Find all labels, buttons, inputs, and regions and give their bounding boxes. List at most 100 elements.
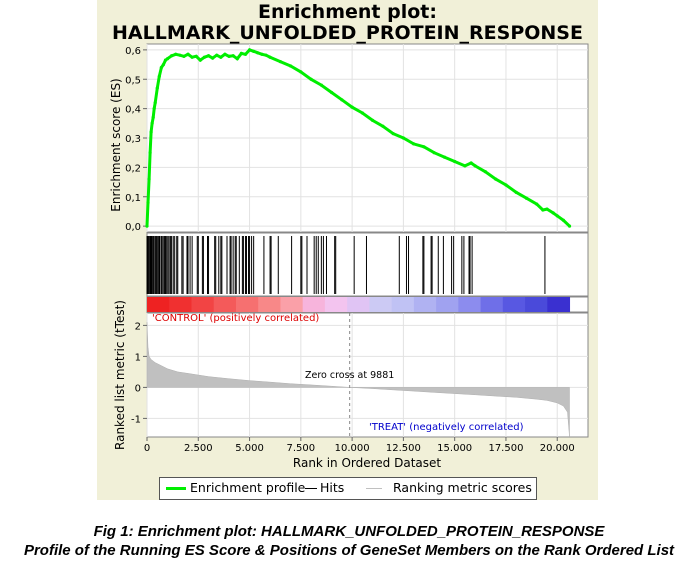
x-tick-label: 20.000 — [540, 443, 575, 454]
x-axis: 0 2.500 5.000 7.500 10.000 12.500 15.000 17.500… — [144, 437, 575, 454]
es-data-point — [264, 53, 268, 57]
es-data-point — [247, 48, 252, 52]
es-data-point — [147, 177, 151, 181]
metric-y-axis: -1 0 1 2 — [131, 321, 147, 425]
es-y-tick-label: 0,1 — [125, 193, 141, 204]
es-data-point — [381, 124, 385, 128]
legend-label-hits: Hits — [320, 480, 345, 495]
es-data-point — [152, 107, 156, 111]
figure-caption-line1: Fig 1: Enrichment plot: HALLMARK_UNFOLDE… — [93, 523, 605, 540]
es-data-point — [161, 62, 166, 67]
zero-cross-label: Zero cross at 9881 — [305, 370, 394, 381]
es-data-point — [165, 57, 170, 61]
es-data-point — [545, 207, 549, 211]
es-data-point — [268, 55, 272, 59]
es-y-axis-label: Enrichment score (ES) — [109, 78, 123, 211]
es-data-point — [182, 54, 186, 58]
heatmap-segment — [324, 297, 348, 312]
es-data-point — [494, 177, 498, 181]
es-data-point — [330, 90, 334, 95]
heatmap-segment — [169, 297, 192, 312]
heatmap-segment — [235, 297, 259, 312]
metric-gridlines — [146, 313, 588, 437]
es-data-point — [178, 53, 182, 57]
es-data-point — [150, 121, 154, 125]
es-y-tick-label: 0,4 — [125, 105, 141, 116]
es-data-point — [219, 55, 223, 59]
es-data-point — [524, 196, 529, 200]
x-tick-label: 10.000 — [335, 443, 370, 454]
x-axis-label: Rank in Ordered Dataset — [293, 456, 441, 470]
es-data-point — [309, 77, 313, 81]
es-data-point — [514, 190, 518, 194]
heatmap-segment — [258, 297, 281, 312]
es-data-point — [504, 183, 508, 187]
es-data-point — [215, 53, 219, 57]
es-data-point — [561, 218, 565, 222]
hits-plot-area — [146, 232, 589, 297]
heatmap-segment — [502, 297, 526, 312]
x-tick-label: 12.500 — [386, 443, 421, 454]
es-data-point — [555, 214, 559, 218]
es-data-point — [155, 86, 159, 90]
positive-correlation-label: 'CONTROL' (positively correlated) — [152, 313, 319, 324]
heatmap-segment — [458, 297, 482, 312]
es-data-point — [260, 52, 264, 56]
heatmap-segment — [280, 297, 304, 312]
es-y-tick-label: 0,6 — [125, 46, 141, 57]
es-data-point — [194, 54, 198, 58]
es-data-point — [432, 151, 436, 155]
es-data-point — [235, 57, 239, 61]
heatmap-segment — [391, 297, 415, 312]
metric-plot-area — [146, 312, 589, 438]
chart-title-line2: HALLMARK_UNFOLDED_PROTEIN_RESPONSE — [112, 22, 583, 44]
es-data-point — [340, 98, 344, 102]
es-data-point — [360, 111, 364, 115]
heatmap-segment — [213, 297, 237, 312]
es-gridlines — [146, 44, 588, 232]
es-data-point — [551, 211, 555, 215]
es-data-point — [151, 115, 155, 120]
hit-markers — [146, 236, 546, 294]
es-data-point — [256, 51, 260, 55]
metric-y-tick-label: -1 — [131, 414, 141, 425]
es-data-point — [148, 151, 152, 155]
heatmap-segment — [413, 297, 437, 312]
legend-label-metric: Ranking metric scores — [393, 480, 532, 495]
figure-caption-line2: Profile of the Running ES Score & Positi… — [23, 542, 675, 559]
ranking-metric-area — [146, 322, 570, 438]
es-data-point — [412, 142, 416, 146]
es-data-point — [239, 51, 243, 56]
es-y-axis: 0,0 0,1 0,2 0,3 0,4 0,5 0,6 — [125, 46, 147, 233]
rank-heatmap-bar — [147, 297, 571, 312]
es-data-point — [198, 58, 202, 62]
es-data-point — [146, 201, 150, 205]
heatmap-segment — [480, 297, 504, 312]
x-tick-label: 2.500 — [184, 443, 213, 454]
legend-swatch-metric — [366, 488, 382, 489]
x-tick-label: 5.000 — [235, 443, 264, 454]
es-data-point — [149, 130, 153, 134]
es-data-point — [170, 54, 174, 58]
chart-legend: Enrichment profile Hits Ranking metric s… — [159, 477, 537, 500]
es-data-point — [299, 70, 303, 74]
es-data-point — [567, 224, 572, 228]
es-data-point — [350, 105, 354, 109]
es-data-point — [243, 52, 248, 56]
es-data-point — [473, 164, 477, 168]
es-data-point — [391, 131, 395, 136]
es-data-point — [371, 118, 375, 122]
es-y-tick-label: 0,0 — [125, 222, 141, 233]
es-data-point — [174, 52, 178, 56]
es-data-point — [252, 49, 256, 53]
heatmap-segment — [525, 297, 548, 312]
heatmap-segment — [191, 297, 215, 312]
es-data-point — [442, 155, 447, 159]
es-y-tick-label: 0,5 — [125, 75, 141, 86]
heatmap-segment — [436, 297, 459, 312]
es-series-points — [145, 48, 572, 228]
es-y-tick-label: 0,3 — [125, 134, 141, 145]
negative-correlation-label: 'TREAT' (negatively correlated) — [369, 422, 524, 433]
es-y-tick-label: 0,2 — [125, 163, 141, 174]
es-data-point — [223, 52, 227, 56]
